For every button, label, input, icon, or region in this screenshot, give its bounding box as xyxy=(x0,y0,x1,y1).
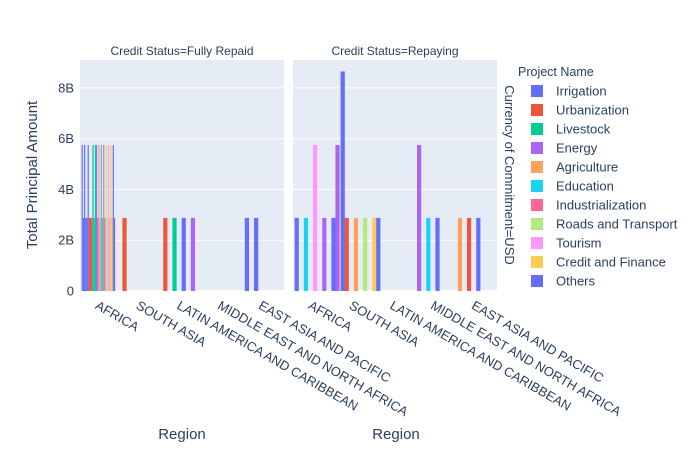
bar[interactable] xyxy=(104,217,106,291)
bar[interactable] xyxy=(92,145,94,291)
bar[interactable] xyxy=(88,217,90,291)
legend-swatch[interactable] xyxy=(531,104,543,116)
bar[interactable] xyxy=(322,217,327,291)
y-tick-label: 4B xyxy=(58,182,74,197)
x-axis-title-right: Region xyxy=(372,426,420,443)
bar[interactable] xyxy=(376,217,381,291)
legend-swatch[interactable] xyxy=(531,275,543,287)
legend-swatch[interactable] xyxy=(531,199,543,211)
x-tick-label: AFRICA xyxy=(93,298,142,335)
bar[interactable] xyxy=(457,217,463,291)
legend: Project Name Irrigation Urbanization Lives… xyxy=(518,65,678,289)
bar[interactable] xyxy=(98,145,100,291)
bar[interactable] xyxy=(344,217,349,291)
bar[interactable] xyxy=(85,217,87,291)
legend-label[interactable]: Others xyxy=(556,274,596,289)
facet-title-fully-repaid: Credit Status=Fully Repaid xyxy=(110,44,253,58)
legend-swatch[interactable] xyxy=(531,142,543,154)
bar[interactable] xyxy=(105,145,107,291)
bar[interactable] xyxy=(103,145,105,291)
bar[interactable] xyxy=(435,217,440,291)
bar[interactable] xyxy=(106,217,108,291)
bar[interactable] xyxy=(313,145,318,291)
legend-swatch[interactable] xyxy=(531,161,543,173)
bar[interactable] xyxy=(91,217,93,291)
bar[interactable] xyxy=(82,217,85,291)
bar[interactable] xyxy=(172,217,177,291)
bar[interactable] xyxy=(353,217,359,291)
bar[interactable] xyxy=(331,217,336,291)
bar[interactable] xyxy=(97,217,99,291)
legend-label[interactable]: Education xyxy=(556,179,614,194)
currency-facet-label: Currency of Commitment=USD xyxy=(502,85,517,265)
bar[interactable] xyxy=(100,145,102,291)
legend-label[interactable]: Energy xyxy=(556,141,598,156)
y-tick-labels: 0 2B 4B 6B 8B xyxy=(58,80,74,298)
legend-swatch[interactable] xyxy=(531,180,543,192)
legend-swatch[interactable] xyxy=(531,237,543,249)
legend-label[interactable]: Credit and Finance xyxy=(556,255,666,270)
legend-swatch[interactable] xyxy=(531,256,543,268)
x-axis-title-left: Region xyxy=(158,426,206,443)
legend-swatch[interactable] xyxy=(531,123,543,135)
bar[interactable] xyxy=(110,145,112,291)
bar[interactable] xyxy=(94,145,96,291)
legend-label[interactable]: Industrialization xyxy=(556,198,646,213)
bar[interactable] xyxy=(87,145,89,291)
legend-label[interactable]: Irrigation xyxy=(556,84,607,99)
y-axis-title: Total Principal Amount xyxy=(24,100,41,249)
legend-swatch[interactable] xyxy=(531,218,543,230)
bar[interactable] xyxy=(122,217,127,291)
bar[interactable] xyxy=(95,145,98,291)
bar[interactable] xyxy=(303,217,309,291)
facet-plot-area-repaying xyxy=(293,60,497,291)
legend-label[interactable]: Livestock xyxy=(556,122,611,137)
bar[interactable] xyxy=(84,145,86,291)
y-tick-label: 0 xyxy=(67,284,74,299)
legend-label[interactable]: Agriculture xyxy=(556,160,618,175)
bar[interactable] xyxy=(81,145,83,291)
legend-swatch[interactable] xyxy=(531,85,543,97)
bar[interactable] xyxy=(111,217,113,291)
bar[interactable] xyxy=(86,217,88,291)
bar[interactable] xyxy=(93,217,95,291)
bar[interactable] xyxy=(467,217,472,291)
legend-title: Project Name xyxy=(518,65,594,79)
bar[interactable] xyxy=(476,217,481,291)
bar[interactable] xyxy=(335,145,340,291)
bar[interactable] xyxy=(426,217,431,291)
bar[interactable] xyxy=(363,217,368,291)
bar[interactable] xyxy=(109,217,111,291)
bars xyxy=(81,71,481,291)
bar[interactable] xyxy=(89,217,92,291)
bar[interactable] xyxy=(190,217,196,291)
bar[interactable] xyxy=(101,217,104,291)
y-tick-label: 2B xyxy=(58,233,74,248)
bar[interactable] xyxy=(99,217,101,291)
bar[interactable] xyxy=(112,145,114,291)
y-tick-label: 6B xyxy=(58,131,74,146)
bar[interactable] xyxy=(113,217,116,291)
bar[interactable] xyxy=(340,71,345,291)
facet-title-repaying: Credit Status=Repaying xyxy=(331,44,458,58)
legend-label[interactable]: Urbanization xyxy=(556,103,629,118)
bar[interactable] xyxy=(294,217,299,291)
bar[interactable] xyxy=(163,217,168,291)
bar[interactable] xyxy=(417,145,422,291)
bar[interactable] xyxy=(372,217,377,291)
y-tick-label: 8B xyxy=(58,80,74,95)
legend-label[interactable]: Tourism xyxy=(556,236,602,251)
bar[interactable] xyxy=(244,217,250,291)
bar[interactable] xyxy=(107,145,110,291)
bar[interactable] xyxy=(181,217,186,291)
bar[interactable] xyxy=(254,217,259,291)
x-tick-label: MIDDLE EAST AND NORTH AFRICA xyxy=(428,298,624,420)
legend-label[interactable]: Roads and Transport xyxy=(556,217,678,232)
